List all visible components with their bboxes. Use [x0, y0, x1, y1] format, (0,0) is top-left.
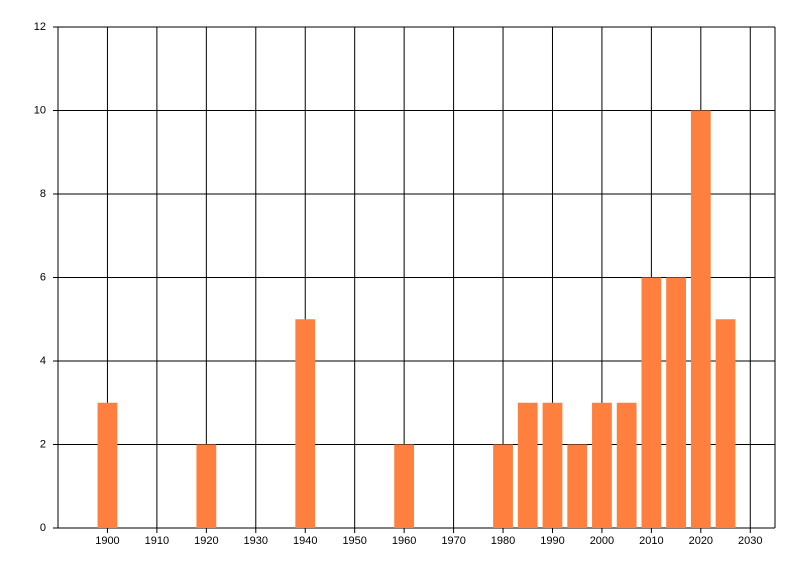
bar — [196, 444, 217, 528]
bar — [295, 319, 316, 528]
bar — [97, 402, 118, 528]
x-tick-label: 1910 — [145, 535, 169, 547]
x-tick-label: 2030 — [738, 535, 762, 547]
bar — [567, 444, 588, 528]
x-tick-label: 1960 — [392, 535, 416, 547]
bar — [394, 444, 415, 528]
x-tick-label: 1970 — [441, 535, 465, 547]
x-tick-label: 2010 — [639, 535, 663, 547]
y-tick-label: 8 — [40, 188, 46, 200]
bar — [542, 402, 563, 528]
x-tick-label: 1950 — [342, 535, 366, 547]
x-tick-label: 1930 — [244, 535, 268, 547]
x-tick-label: 1940 — [293, 535, 317, 547]
x-tick-label: 1980 — [491, 535, 515, 547]
bar — [493, 444, 513, 528]
x-tick-label: 2020 — [689, 535, 713, 547]
x-tick-label: 2000 — [590, 535, 614, 547]
y-tick-label: 6 — [40, 271, 46, 283]
bar — [616, 402, 637, 528]
x-tick-label: 1920 — [194, 535, 218, 547]
y-tick-label: 2 — [40, 438, 46, 450]
bar — [715, 319, 736, 528]
x-tick-label: 1900 — [95, 535, 119, 547]
bar — [592, 402, 612, 528]
bar — [666, 277, 686, 528]
y-tick-label: 0 — [40, 522, 46, 534]
bar — [641, 277, 662, 528]
y-tick-label: 4 — [40, 355, 46, 367]
y-tick-label: 12 — [34, 21, 46, 33]
bar — [517, 402, 538, 528]
y-tick-label: 10 — [34, 104, 46, 116]
x-tick-label: 1990 — [540, 535, 564, 547]
bar — [690, 110, 711, 528]
